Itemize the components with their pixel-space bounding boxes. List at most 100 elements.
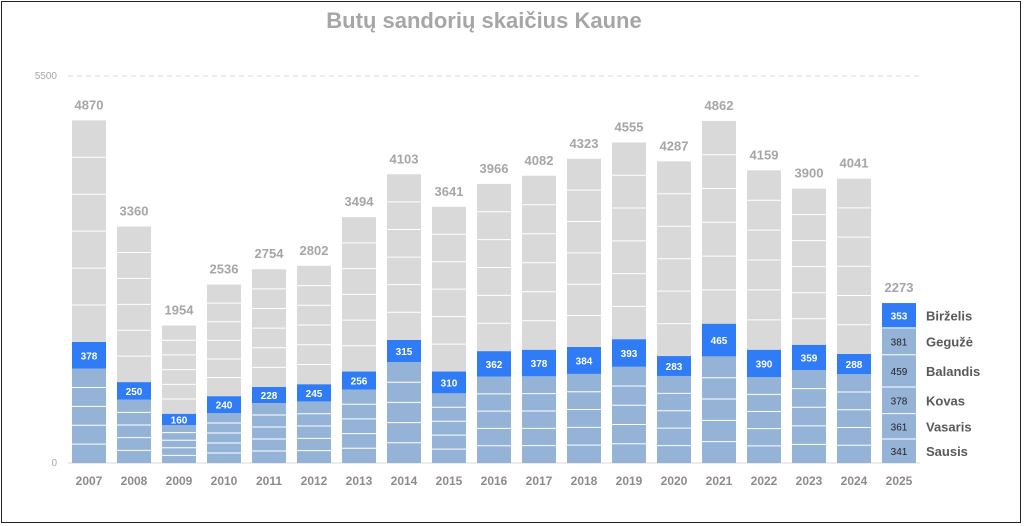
bar-total-label: 3900 xyxy=(795,166,824,181)
june-value-label: 228 xyxy=(261,391,278,402)
month-value-label: 353 xyxy=(891,311,908,322)
bar-total-label: 4555 xyxy=(615,119,644,134)
x-tick-label: 2013 xyxy=(346,474,373,488)
month-name-label: Balandis xyxy=(926,364,980,379)
x-tick-label: 2022 xyxy=(751,474,778,488)
x-tick-label: 2021 xyxy=(706,474,733,488)
bar-segment-june xyxy=(837,353,871,375)
bar-segment-gegužė xyxy=(882,327,916,355)
june-value-label: 384 xyxy=(576,356,593,367)
bar-segment-june xyxy=(522,349,556,377)
bar-segment-jan-may xyxy=(72,368,106,463)
bar-segment-jan-may xyxy=(117,399,151,463)
bar-total-label: 3641 xyxy=(435,184,464,199)
june-value-label: 160 xyxy=(171,415,188,426)
x-tick-label: 2024 xyxy=(841,474,868,488)
x-tick-label: 2011 xyxy=(256,474,282,488)
x-tick-label: 2017 xyxy=(526,474,553,488)
bar-segment-jan-may xyxy=(702,356,736,463)
bar-segment-june xyxy=(342,371,376,390)
bar-total-label: 4287 xyxy=(660,138,689,153)
bar-total-label: 3494 xyxy=(345,194,375,209)
june-value-label: 310 xyxy=(441,378,458,389)
bar-total-label: 3360 xyxy=(120,204,149,219)
bar-total-label: 4870 xyxy=(75,97,104,112)
x-tick-label: 2014 xyxy=(391,474,418,488)
x-tick-label: 2020 xyxy=(661,474,688,488)
bar-segment-june xyxy=(702,323,736,357)
month-value-label: 381 xyxy=(891,337,908,348)
x-tick-label: 2025 xyxy=(886,474,913,488)
x-tick-label: 2018 xyxy=(571,474,598,488)
bar-total-label: 1954 xyxy=(165,303,195,318)
june-value-label: 240 xyxy=(216,401,233,412)
bar-total-label: 4103 xyxy=(390,151,419,166)
bar-segment-june xyxy=(612,339,646,367)
bar-total-label: 4862 xyxy=(705,98,734,113)
bar-segment-jan-may xyxy=(522,376,556,463)
bar-total-label: 4323 xyxy=(570,136,599,151)
bar-segment-balandis xyxy=(882,354,916,388)
bar-segment-june xyxy=(657,356,691,376)
bar-segment-jan-may xyxy=(657,375,691,463)
x-tick-label: 2008 xyxy=(121,474,148,488)
bar-segment-june xyxy=(162,413,196,426)
bar-segment-jan-may xyxy=(567,373,601,463)
bar-segment-june xyxy=(432,371,466,394)
x-tick-label: 2016 xyxy=(481,474,508,488)
bar-segment-vasaris xyxy=(882,413,916,440)
month-name-label: Gegužė xyxy=(926,334,973,349)
bar-segment-jan-may xyxy=(297,401,331,463)
x-tick-label: 2007 xyxy=(76,474,103,488)
x-tick-label: 2019 xyxy=(616,474,643,488)
x-tick-label: 2012 xyxy=(301,474,328,488)
bar-total-label: 4082 xyxy=(525,153,554,168)
bar-segment-june xyxy=(567,346,601,374)
june-value-label: 359 xyxy=(801,353,818,364)
june-value-label: 390 xyxy=(756,359,773,370)
bar-segment-jan-may xyxy=(387,362,421,463)
june-value-label: 288 xyxy=(846,360,863,371)
bar-segment-jan-may xyxy=(477,376,511,463)
month-value-label: 341 xyxy=(891,447,908,458)
june-value-label: 283 xyxy=(666,362,683,373)
bar-segment-jan-may xyxy=(342,389,376,463)
june-value-label: 256 xyxy=(351,377,368,388)
month-value-label: 378 xyxy=(891,396,908,407)
month-name-label: Vasaris xyxy=(926,419,972,434)
bar-segment-sausis xyxy=(882,439,916,463)
bar-segment-june xyxy=(252,387,286,404)
june-value-label: 315 xyxy=(396,347,413,358)
bar-segment-june xyxy=(387,339,421,363)
june-value-label: 250 xyxy=(126,387,143,398)
bar-segment-birželis xyxy=(882,303,916,328)
y-tick-label: 5500 xyxy=(35,71,58,82)
june-value-label: 393 xyxy=(621,349,638,360)
bar-total-label: 2536 xyxy=(210,262,239,277)
bar-total-label: 4159 xyxy=(750,147,779,162)
month-value-label: 361 xyxy=(891,422,908,433)
bar-segment-jan-may xyxy=(162,425,196,463)
y-tick-label: 0 xyxy=(51,458,57,469)
bar-segment-kovas xyxy=(882,387,916,414)
bar-segment-jan-may xyxy=(432,393,466,463)
bar-segment-june xyxy=(72,341,106,369)
bar-total-label: 4041 xyxy=(840,156,869,171)
month-value-label: 459 xyxy=(891,367,908,378)
month-name-label: Birželis xyxy=(926,308,972,323)
bar-segment-jan-may xyxy=(792,370,826,463)
bar-segment-jan-may xyxy=(207,413,241,463)
bar-segment-jan-may xyxy=(612,366,646,463)
bar-segment-june xyxy=(297,384,331,402)
bar-segment-june xyxy=(792,344,826,371)
bar-total-label: 2273 xyxy=(885,280,914,295)
bar-segment-june xyxy=(207,396,241,414)
bar-segment-jan-may xyxy=(252,403,286,463)
june-value-label: 465 xyxy=(711,336,728,347)
x-tick-label: 2023 xyxy=(796,474,823,488)
chart-title: Butų sandorių skaičius Kaune xyxy=(326,8,642,33)
x-tick-label: 2009 xyxy=(166,474,193,488)
month-name-label: Sausis xyxy=(926,444,968,459)
